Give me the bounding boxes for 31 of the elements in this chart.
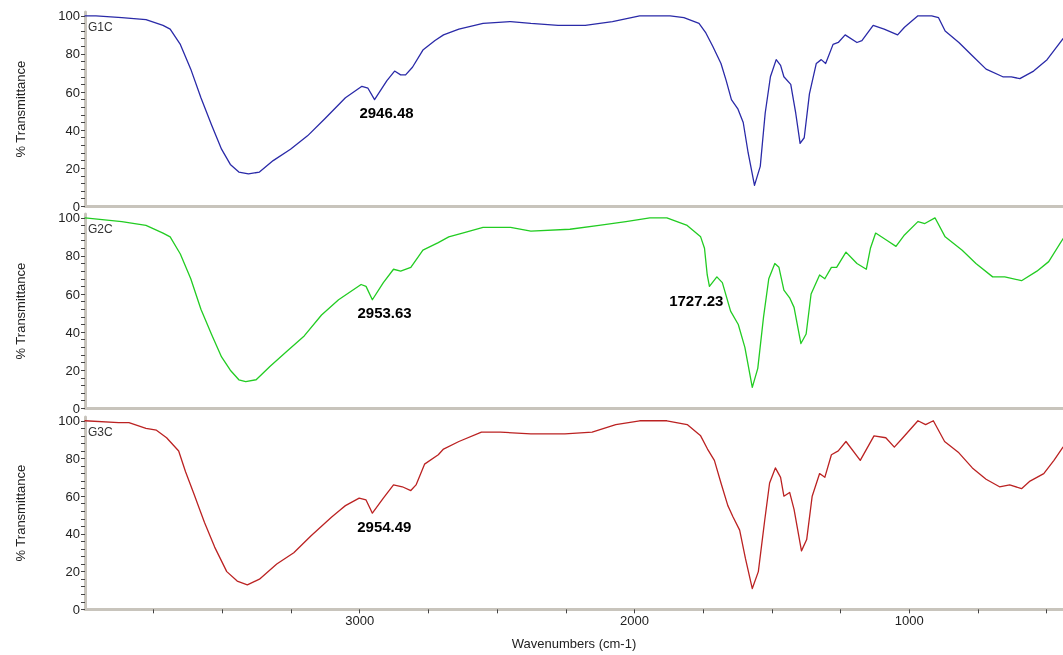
series-label: G1C — [88, 19, 114, 34]
y-tick-label: 60 — [65, 488, 80, 504]
x-tick-label: 3000 — [345, 612, 375, 628]
x-tick-label: 1000 — [894, 612, 924, 628]
x-axis-title: Wavenumbers (cm-1) — [511, 635, 637, 651]
y-tick-label: 60 — [65, 286, 80, 302]
y-tick-label: 40 — [65, 122, 80, 138]
y-tick-label: 100 — [58, 8, 80, 24]
line-series — [84, 419, 1063, 589]
annotation: 2954.49 — [357, 517, 412, 535]
y-tick-label: 80 — [65, 450, 80, 466]
y-tick-label: 80 — [65, 46, 80, 62]
y-tick-label: 80 — [65, 248, 80, 264]
y-tick-label: 20 — [65, 563, 80, 579]
y-axis-title: % Transmittance — [13, 263, 28, 360]
x-tick-label: 2000 — [619, 612, 649, 628]
y-tick-label: 40 — [65, 526, 80, 542]
y-tick-label: 20 — [65, 160, 80, 176]
y-tick-label: 40 — [65, 324, 80, 340]
annotation: 2953.63 — [357, 304, 412, 322]
y-tick-label: 20 — [65, 363, 80, 379]
y-axis-title: % Transmittance — [13, 464, 28, 562]
annotation: 2946.48 — [359, 104, 414, 122]
line-series — [84, 15, 1063, 187]
series-label: G3C — [88, 424, 114, 439]
line-series — [84, 217, 1063, 389]
y-tick-label: 0 — [72, 601, 80, 617]
y-tick-label: 60 — [65, 84, 80, 100]
y-axis-title: % Transmittance — [13, 60, 28, 158]
annotation: 1727.23 — [669, 292, 724, 310]
series-label: G2C — [88, 222, 114, 237]
